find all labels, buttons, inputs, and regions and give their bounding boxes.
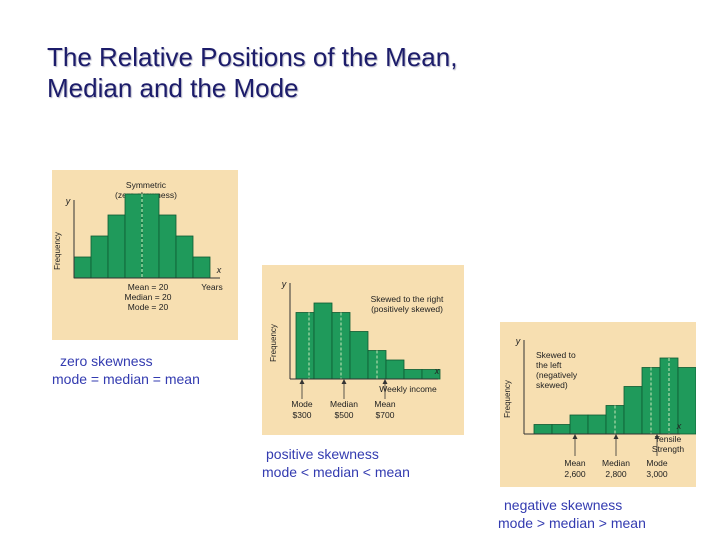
histogram-bar: [551, 424, 571, 435]
y-axis-label: Frequency: [503, 380, 512, 418]
histogram-bar: [124, 193, 143, 279]
marker-value: 3,000: [646, 469, 668, 479]
y-axis-letter: y: [281, 279, 287, 289]
histogram-bar: [175, 235, 194, 279]
stat-annotation: Mode = 20: [128, 302, 169, 312]
histogram-bar: [385, 359, 405, 380]
stat-annotation: Median = 20: [124, 292, 171, 302]
stat-annotation: Mean = 20: [128, 282, 169, 292]
caption-title: zero skewness: [60, 353, 153, 369]
x-axis-label-line: Strength: [652, 444, 684, 454]
marker-label: Mode: [291, 399, 313, 409]
marker-value: $700: [376, 410, 395, 420]
marker-value: $500: [335, 410, 354, 420]
y-axis-label: Frequency: [269, 324, 278, 362]
marker-value: 2,800: [605, 469, 627, 479]
marker-arrowhead: [341, 379, 347, 384]
y-axis-letter: y: [515, 336, 521, 346]
x-axis-label: Years: [201, 282, 222, 292]
histogram-bar: [605, 405, 625, 435]
marker-label: Median: [330, 399, 358, 409]
histogram-bar: [90, 235, 109, 279]
histogram-bar: [295, 312, 315, 380]
histogram-bar: [158, 214, 177, 279]
marker-label: Mean: [564, 458, 586, 468]
symmetric-chart-panel: Symmetric(zero skewness)yxFrequencyYears…: [52, 170, 238, 340]
x-axis-letter: x: [216, 265, 222, 275]
chart-title-line: (positively skewed): [371, 304, 443, 314]
histogram-bar: [677, 367, 696, 435]
histogram-bar: [569, 414, 589, 435]
caption-relation: mode = median = mean: [52, 371, 200, 387]
chart-title-line: Skewed to: [536, 350, 576, 360]
histogram-bar: [367, 350, 387, 380]
x-axis-letter: x: [434, 366, 440, 376]
y-axis-letter: y: [65, 196, 71, 206]
slide-title: The Relative Positions of the Mean, Medi…: [47, 42, 687, 104]
histogram-bar: [349, 331, 369, 380]
slide-title-line2: Median and the Mode: [47, 73, 299, 103]
marker-arrowhead: [572, 434, 578, 439]
symmetric-chart: Symmetric(zero skewness)yxFrequencyYears…: [53, 180, 223, 312]
chart-title-line: Symmetric: [126, 180, 167, 190]
x-axis-label: Weekly income: [379, 384, 437, 394]
slide-title-line1: The Relative Positions of the Mean,: [47, 42, 458, 72]
right-skewed-chart-panel: Skewed to the right (positively skewed) y x…: [262, 265, 464, 435]
histogram-bar: [192, 256, 211, 279]
left-skewed-chart-panel: Skewed to the left (negatively skewed) y x Fre…: [500, 322, 696, 487]
x-axis-label-line: Tensile: [655, 434, 682, 444]
marker-label: Mean: [374, 399, 396, 409]
marker-label: Median: [602, 458, 630, 468]
marker-value: 2,600: [564, 469, 586, 479]
marker-label: Mode: [646, 458, 668, 468]
marker-arrowhead: [613, 434, 619, 439]
histogram-bar: [587, 414, 607, 435]
marker-value: $300: [293, 410, 312, 420]
zero-skewness-caption: zero skewness mode = median = mean: [52, 352, 242, 388]
caption-relation: mode > median > mean: [498, 515, 646, 531]
y-axis-label: Frequency: [53, 232, 62, 270]
histogram-bar: [313, 302, 333, 380]
right-skewed-chart: Skewed to the right(positively skewed) y x…: [269, 279, 444, 420]
histogram-bar: [533, 424, 553, 435]
x-axis-letter: x: [676, 421, 682, 431]
histogram-bar: [107, 214, 126, 279]
chart-title-line: skewed): [536, 380, 568, 390]
chart-title-line: Skewed to the right: [371, 294, 444, 304]
chart-title-line: (negatively: [536, 370, 578, 380]
histogram-bar: [623, 386, 643, 435]
negative-skewness-caption: negative skewness mode > median > mean: [498, 496, 708, 532]
caption-title: positive skewness: [266, 446, 379, 462]
histogram-bar: [141, 193, 160, 279]
marker-arrowhead: [654, 434, 660, 439]
histogram-bar: [73, 256, 92, 279]
caption-relation: mode < median < mean: [262, 464, 410, 480]
positive-skewness-caption: positive skewness mode < median < mean: [262, 445, 462, 481]
chart-title-line: the left: [536, 360, 562, 370]
histogram-bar: [403, 369, 423, 380]
caption-title: negative skewness: [504, 497, 623, 513]
marker-arrowhead: [382, 379, 388, 384]
marker-arrowhead: [299, 379, 305, 384]
